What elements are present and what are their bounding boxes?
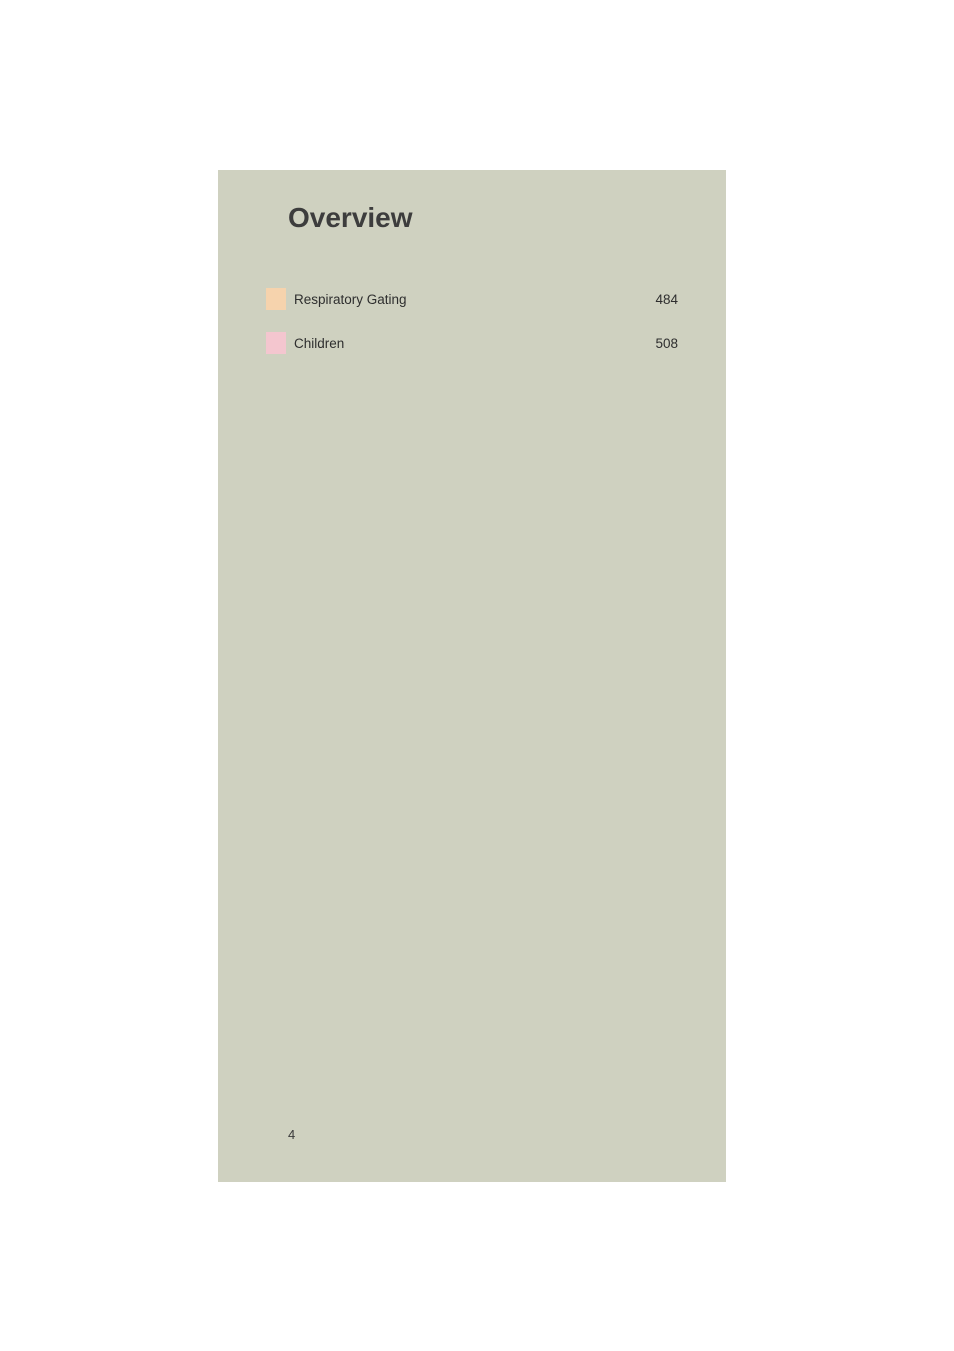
table-of-contents: Respiratory Gating 484 Children 508 bbox=[266, 288, 678, 376]
toc-page-number: 484 bbox=[638, 292, 678, 307]
toc-row: Respiratory Gating 484 bbox=[266, 288, 678, 310]
page-title: Overview bbox=[288, 202, 413, 234]
color-swatch bbox=[266, 332, 286, 354]
toc-label: Children bbox=[286, 336, 638, 351]
toc-page-number: 508 bbox=[638, 336, 678, 351]
toc-row: Children 508 bbox=[266, 332, 678, 354]
toc-label: Respiratory Gating bbox=[286, 292, 638, 307]
document-page: Overview Respiratory Gating 484 Children… bbox=[218, 170, 726, 1182]
footer-page-number: 4 bbox=[288, 1127, 295, 1142]
color-swatch bbox=[266, 288, 286, 310]
